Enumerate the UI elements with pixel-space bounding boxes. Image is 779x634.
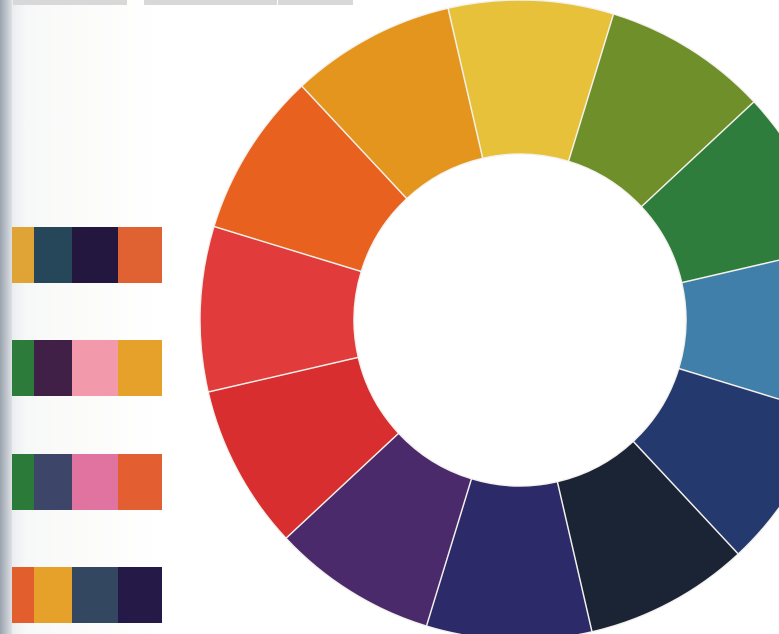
palette-row-3-color-1 [12, 454, 34, 510]
palette-row-4-color-3 [72, 567, 118, 623]
color-wheel-segment-green [640, 100, 779, 284]
palette-row-3 [12, 454, 162, 510]
color-wheel-segment-blue [677, 259, 779, 400]
palette-row-2-color-2 [34, 340, 72, 396]
palette-row-3-color-2 [34, 454, 72, 510]
palette-row-1-color-1 [12, 227, 34, 283]
page-binding-shadow [0, 0, 12, 634]
color-wheel-segment-yellow-orange [300, 7, 484, 200]
palette-row-2 [12, 340, 162, 396]
palette-row-4-color-1 [12, 567, 34, 623]
palette-row-1 [12, 227, 162, 283]
palette-row-2-color-1 [12, 340, 34, 396]
palette-row-2-color-3 [72, 340, 118, 396]
top-scan-mark-middle [144, 0, 277, 5]
top-scan-mark-left [13, 0, 127, 5]
palette-row-4 [12, 567, 162, 623]
palette-row-2-color-4 [118, 340, 162, 396]
color-wheel-center [355, 155, 685, 485]
top-scan-mark-right [278, 0, 353, 5]
palette-row-4-color-2 [34, 567, 72, 623]
palette-row-1-color-4 [118, 227, 162, 283]
palette-row-4-color-4 [118, 567, 162, 623]
palette-row-3-color-4 [118, 454, 162, 510]
palette-row-3-color-3 [72, 454, 118, 510]
palette-row-1-color-2 [34, 227, 72, 283]
palette-row-1-color-3 [72, 227, 118, 283]
